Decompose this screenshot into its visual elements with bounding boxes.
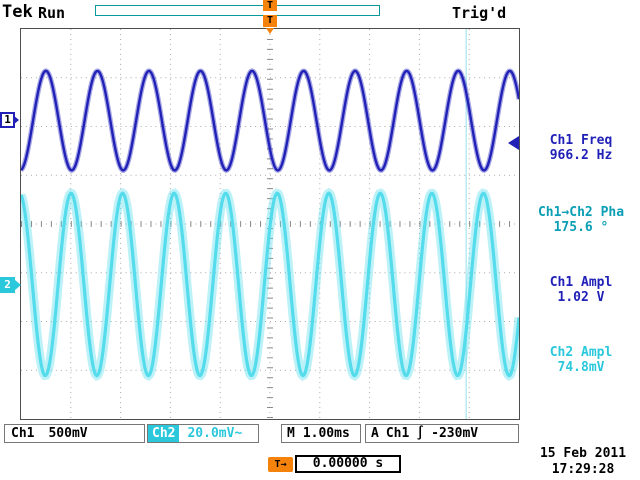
measurement-ch1-freq: Ch1 Freq 966.2 Hz [522, 133, 640, 163]
ch1-marker-label: 1 [4, 113, 11, 126]
ch2-marker-arrow-icon [15, 280, 21, 290]
trigger-position-arrow-icon [266, 28, 274, 34]
ch1-label: Ch1 [11, 426, 35, 441]
trigger-status: Trig'd [452, 4, 507, 22]
ch2-position-marker[interactable]: 2 [0, 277, 21, 293]
trigger-line-label: A [371, 426, 379, 441]
date-display: 15 Feb 2011 [539, 446, 627, 461]
acquisition-status: Run [38, 4, 66, 22]
measurement-ch2-ampl: Ch2 Ampl 74.8mV [522, 345, 640, 375]
ch2-scale: 20.0mV~ [187, 426, 243, 441]
measurement-ch1-ch2-phase: Ch1→Ch2 Pha 175.6 ° [522, 205, 640, 235]
trigger-slope-icon: ∫ [416, 426, 425, 441]
ch2-scale-readout: Ch2 20.0mV~ [147, 424, 259, 443]
ch1-scale: 500mV [48, 426, 88, 441]
ch2-label-badge: Ch2 [148, 425, 180, 442]
trigger-readout: A Ch1 ∫ -230mV [365, 424, 519, 443]
graticule [20, 28, 520, 420]
measurement-value: 966.2 Hz [549, 148, 613, 163]
time-display: 17:29:28 [551, 462, 615, 477]
trigger-level-value: -230mV [431, 426, 479, 441]
waveform-display [21, 29, 519, 419]
ch1-position-marker[interactable]: 1 [0, 112, 19, 128]
measurement-value: 175.6 ° [553, 220, 609, 235]
measurement-value: 74.8mV [557, 360, 605, 375]
tek-logo: Tek [2, 2, 33, 22]
timebase-readout: M 1.00ms [281, 424, 361, 443]
trigger-source: Ch1 [385, 426, 410, 441]
trigger-position-marker[interactable]: T [263, 0, 277, 11]
ch1-scale-readout: Ch1 500mV [4, 424, 145, 443]
timebase-label: M [287, 426, 295, 441]
trigger-level-marker-icon[interactable] [508, 136, 519, 150]
measurement-label: Ch2 Ampl [549, 345, 613, 360]
measurement-label: Ch1 Freq [549, 133, 613, 148]
ch1-marker-arrow-icon [13, 115, 19, 125]
measurement-ch1-ampl: Ch1 Ampl 1.02 V [522, 275, 640, 305]
trigger-delay-value: 0.00000 s [295, 455, 401, 473]
trigger-position-badge[interactable]: T [263, 15, 277, 27]
measurement-value: 1.02 V [557, 290, 605, 305]
measurement-label: Ch1 Ampl [549, 275, 613, 290]
measurement-label: Ch1→Ch2 Pha [537, 205, 625, 220]
timebase-value: 1.00ms [302, 426, 350, 441]
ch2-marker-label: 2 [4, 278, 11, 291]
record-view-bar [95, 5, 380, 16]
trigger-delay-badge[interactable]: T→ [268, 457, 293, 472]
